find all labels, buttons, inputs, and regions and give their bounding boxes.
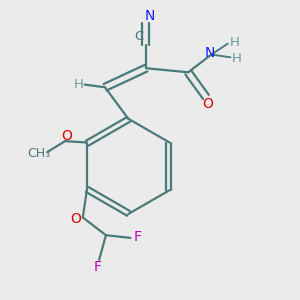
Text: CH₃: CH₃ [28,147,51,160]
Text: O: O [61,129,72,143]
Text: H: H [74,78,83,91]
Text: O: O [202,97,213,111]
Text: N: N [144,9,154,23]
Text: H: H [232,52,242,65]
Text: N: N [205,46,215,60]
Text: C: C [134,30,144,44]
Text: H: H [229,36,239,49]
Text: F: F [94,260,102,274]
Text: O: O [70,212,81,226]
Text: F: F [133,230,141,244]
